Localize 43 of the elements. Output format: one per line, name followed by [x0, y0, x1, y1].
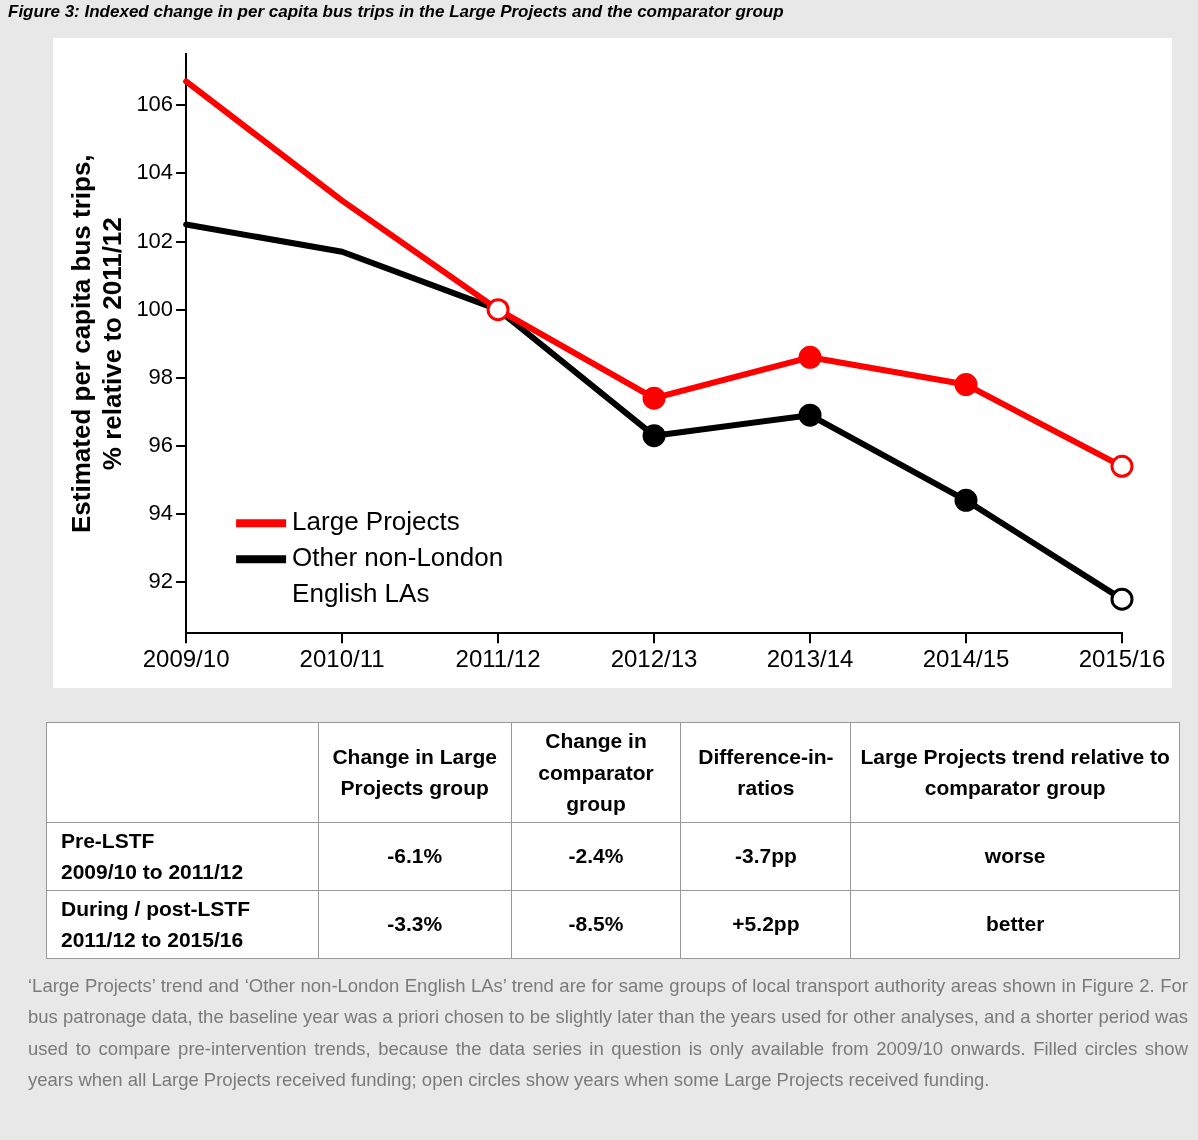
text: -6.1% [387, 844, 443, 868]
x-tick-label: 2011/12 [455, 645, 541, 673]
point [1110, 587, 1134, 611]
text: -3.3% [387, 912, 443, 936]
text: +5.2pp [732, 912, 800, 936]
point [486, 298, 510, 322]
category-label: Pre-LSTF 2009/10 to 2011/12 [61, 828, 244, 883]
point [954, 488, 978, 512]
category-label: Difference-in-ratios [680, 722, 851, 822]
text: -8.5% [568, 912, 624, 936]
text: ‘Large Projects’ trend and ‘Other non-London English LAs’ trend are for same groups of local transport authority areas shown in Figure 2. For bus patronage data, the baseline year was a priori chosen to be slightly later than the years used for other analyses, and a shorter period was used to compare pre-intervention trends, because the data series in question is only available from 2009/10 onwards. Filled circles show years when all Large Projects received funding; open circles show years when some Large Projects received funding. [28, 974, 1188, 1093]
text: better [986, 912, 1045, 936]
legend-label: Other non-London English LAs [292, 542, 504, 609]
x-tick-label: 2014/15 [922, 645, 1010, 673]
point [954, 373, 978, 397]
point [642, 386, 666, 410]
y-axis-title: Estimated per capita bus trips, % relative to 2011/12 [65, 154, 127, 533]
x-tick-label: 2009/10 [142, 645, 230, 673]
y-tick-label: 92 [148, 568, 174, 594]
y-tick-label: 104 [136, 159, 174, 185]
text: worse [984, 844, 1046, 868]
category-label: Change in Large Projects group [318, 722, 512, 822]
y-tick-label: 106 [136, 91, 174, 117]
x-tick-label: 2012/13 [610, 645, 698, 673]
x-tick-label: 2013/14 [766, 645, 854, 673]
category-label: During / post-LSTF 2011/12 to 2015/16 [61, 896, 250, 951]
category-label: Large Projects trend relative to comparator group [850, 722, 1180, 822]
y-tick-label: 102 [136, 227, 174, 253]
y-tick-label: 100 [136, 295, 174, 321]
x-tick-label: 2010/11 [299, 645, 385, 673]
y-tick-label: 96 [148, 431, 174, 457]
chart-title: Figure 3: Indexed change in per capita bus trips in the Large Projects and the comparator group [8, 2, 784, 22]
x-tick-label: 2015/16 [1078, 645, 1166, 673]
point [642, 424, 666, 448]
point [798, 403, 822, 427]
point [1110, 454, 1134, 478]
y-tick-label: 94 [148, 500, 174, 526]
category-label: Change in comparator group [511, 722, 681, 822]
y-tick-label: 98 [148, 363, 174, 389]
text: -3.7pp [735, 844, 797, 868]
point [798, 345, 822, 369]
legend-label: Large Projects [292, 506, 460, 537]
text: -2.4% [568, 844, 624, 868]
